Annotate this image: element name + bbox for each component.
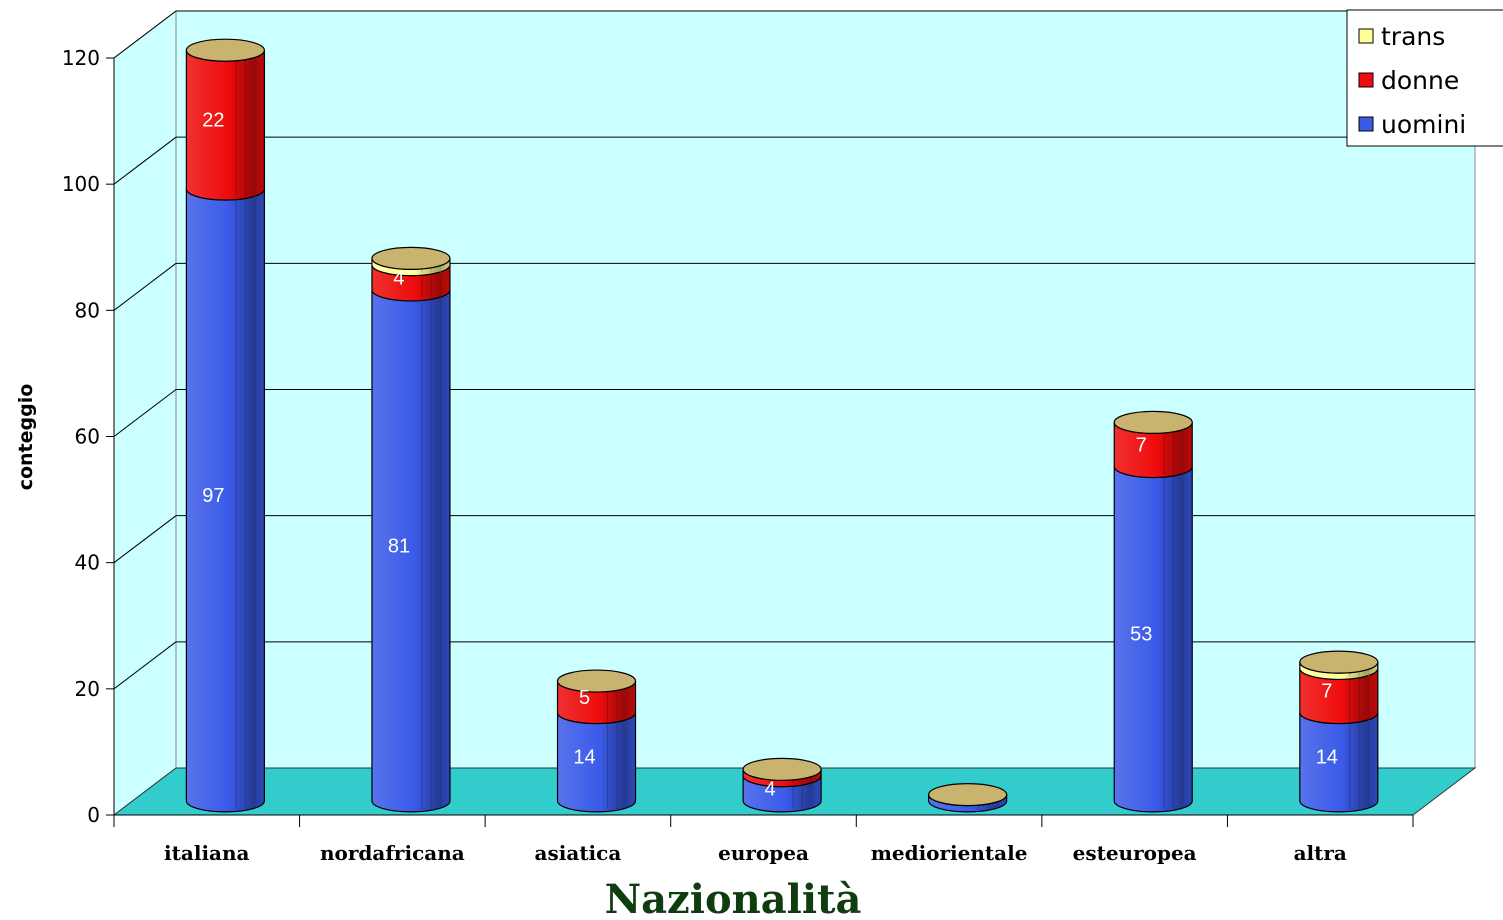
bar-stack [742,757,822,813]
legend-swatch-uomini [1358,116,1374,132]
x-tick-label: mediorientale [871,841,1028,865]
gridline-side [113,389,177,437]
data-label: 97 [202,485,224,507]
y-tick-label: 0 [87,803,100,827]
x-tick-label: esteuropea [1073,841,1197,865]
y-axis-title: conteggio [15,384,37,491]
x-tick-label: italiana [164,841,249,865]
bar-segment-donne [185,50,265,201]
y-tick-label: 80 [75,298,100,322]
chart-walls [112,9,1477,817]
gridline-side [113,262,177,311]
x-axis-title: Nazionalità [605,876,862,920]
y-tick-label: 100 [62,172,100,196]
x-tick-label: europea [718,841,809,865]
y-tick-label: 40 [75,551,100,575]
legend-swatch-donne [1358,72,1374,88]
gridline-side [113,10,177,59]
bar-top-cap [556,669,637,693]
legend: trans donne uomini [1346,9,1503,147]
bar-segment-uomini [1113,466,1193,813]
x-tick-label: altra [1294,841,1347,865]
bar-stack [556,669,637,813]
data-label: 53 [1130,624,1152,646]
bar-stack [1299,650,1379,813]
data-label: 7 [1321,681,1332,703]
y-tick-label: 120 [62,46,100,70]
data-label: 14 [573,747,595,769]
y-tick-label: 20 [75,677,100,701]
bar-stack [1113,410,1193,813]
bar-segment-uomini [185,188,265,813]
bar-top-cap [1113,410,1193,434]
bar-stack [185,38,265,813]
gridline-side [113,136,177,185]
bar-top-cap [371,246,451,270]
data-label: 7 [1136,434,1147,456]
legend-label-uomini: uomini [1381,110,1466,139]
x-tick-label: nordafricana [320,841,465,865]
legend-swatch-trans [1358,28,1374,44]
bar-stack [928,782,1008,813]
data-labels: 97 22 81 4 14 5 4 53 7 14 7 [202,110,1338,801]
bar-stack [371,246,451,813]
bar-top-cap [928,782,1008,807]
bar-top-cap [1299,650,1379,674]
data-label: 14 [1316,747,1338,769]
bar-segment-uomini [556,712,637,813]
y-tick-label: 60 [75,425,100,449]
bar-top-cap [185,38,265,62]
bar-top-cap [742,757,822,781]
x-tick-label: asiatica [535,841,622,865]
legend-label-trans: trans [1381,22,1445,51]
axes: 0 20 40 60 80 100 120 italiana nordafricana asiat… [62,46,1414,865]
gridline-side [113,515,177,564]
legend-label-donne: donne [1381,66,1459,95]
bar-segment-uomini [371,289,451,813]
gridline-side [113,641,177,690]
bars [185,38,1379,813]
data-label: 4 [765,778,776,800]
bar-segment-uomini [1299,712,1379,813]
data-label: 4 [393,267,404,289]
data-label: 5 [579,687,590,709]
data-label: 22 [202,110,224,132]
data-label: 81 [388,535,410,557]
